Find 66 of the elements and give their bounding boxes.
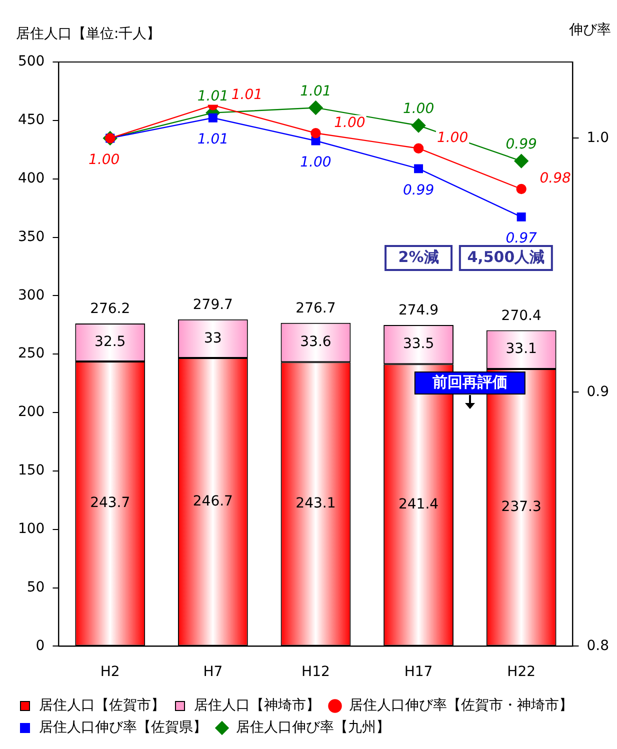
legend-label: 居住人口【神埼市】: [194, 698, 320, 714]
y2-tick-label: 0.9: [586, 384, 609, 400]
data-label: 33: [204, 330, 222, 346]
y-tick-label: 150: [18, 462, 45, 479]
data-label: 1.00: [300, 154, 332, 170]
total-label: 276.7: [296, 300, 336, 317]
y-tick-label: 50: [26, 579, 45, 596]
data-label: 241.4: [398, 496, 439, 513]
data-label: 0.97: [506, 230, 538, 247]
data-label: 1.01: [197, 132, 229, 148]
y2-tick-label: 0.8: [586, 638, 609, 654]
data-label: 243.1: [296, 496, 336, 512]
legend-label: 居住人口伸び率【九州】: [236, 720, 390, 736]
data-label: 1.00: [436, 130, 468, 146]
x-tick-label: H22: [507, 664, 536, 680]
data-label: 0.98: [540, 170, 572, 187]
data-label: 246.7: [192, 493, 233, 510]
point: [514, 154, 528, 168]
x-tick-label: H17: [404, 664, 433, 680]
data-label: 33.1: [506, 341, 537, 358]
data-label: 0.99: [506, 136, 538, 153]
y-tick-label: 200: [18, 404, 45, 420]
y2-axis-title: 伸び率: [569, 21, 611, 40]
point: [308, 100, 323, 115]
y-tick-label: 450: [18, 112, 45, 128]
data-label: 1.01: [300, 83, 332, 100]
x-tick-label: H12: [302, 664, 330, 680]
annotation: 2%減: [398, 248, 439, 266]
data-label: 1.00: [334, 114, 366, 131]
y-tick-label: 500: [18, 54, 45, 70]
annotation: 前回再評価: [431, 372, 508, 391]
data-label: 33.5: [402, 336, 434, 352]
data-label: 0.99: [402, 182, 434, 198]
legend-label: 居住人口【佐賀市】: [39, 698, 165, 714]
y-axis-title: 居住人口【単位:千人】: [16, 25, 161, 44]
y-tick-label: 0: [36, 638, 45, 654]
point: [208, 113, 218, 122]
data-label: 1.00: [88, 152, 120, 168]
y-tick-label: 400: [18, 170, 45, 186]
x-tick-label: H7: [203, 664, 223, 680]
legend-label: 居住人口伸び率【佐賀県】: [39, 720, 207, 736]
data-label: 237.3: [501, 498, 542, 515]
total-label: 279.7: [192, 297, 233, 314]
x-tick-label: H2: [100, 664, 120, 680]
y-tick-label: 100: [18, 521, 45, 537]
total-label: 270.4: [501, 308, 542, 324]
total-label: 274.9: [398, 302, 439, 319]
data-label: 33.6: [300, 334, 332, 350]
point: [413, 143, 424, 154]
point: [516, 212, 526, 222]
data-label: 32.5: [94, 334, 126, 350]
data-label: 1.00: [402, 101, 434, 118]
data-label: 243.7: [90, 495, 130, 512]
annotation: 4,500人減: [467, 248, 545, 266]
y-tick-label: 350: [18, 228, 45, 245]
total-label: 276.2: [90, 301, 130, 318]
point: [310, 128, 321, 138]
point: [414, 164, 424, 174]
data-label: 1.01: [231, 86, 263, 103]
y-tick-label: 250: [18, 346, 45, 362]
y2-tick-label: 1.0: [586, 130, 609, 146]
data-label: 1.01: [197, 88, 229, 104]
point: [516, 184, 526, 194]
y-tick-label: 300: [18, 287, 45, 304]
point: [411, 118, 426, 133]
legend-label: 居住人口伸び率【佐賀市・神埼市】: [349, 698, 573, 714]
